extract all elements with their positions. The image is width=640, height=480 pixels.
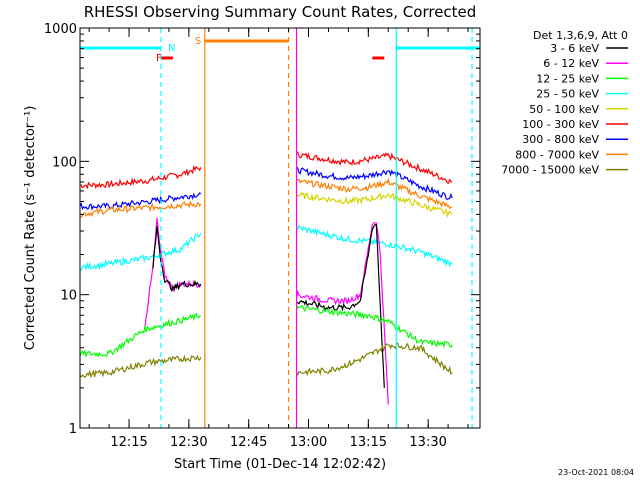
legend: Det 1,3,6,9, Att 0 3 - 6 keV 6 - 12 keV 12… [501,29,628,177]
x-tick-label: 12:45 [230,435,267,450]
flag-markers: NF S [80,28,480,428]
flag-label-s: S [195,36,201,47]
x-tick-label: 13:00 [290,435,327,450]
x-tick-label: 12:30 [170,435,207,450]
x-axis-label: Start Time (01-Dec-14 12:02:42) [174,457,386,472]
legend-label: 300 - 800 keV [522,133,599,146]
y-tick-label: 100 [52,155,77,170]
x-axis: 12:15 12:30 12:45 13:00 13:15 13:30 [88,28,469,450]
x-tick-label: 13:30 [409,435,446,450]
series-line-1-0 [79,192,202,212]
y-tick-label: 1 [69,422,77,437]
series-line-8-1 [296,342,453,377]
legend-label: 12 - 25 keV [536,72,599,85]
y-tick-label: 10 [60,289,77,304]
flag-label-n: N [168,43,175,54]
y-tick-label: 1000 [44,22,77,37]
legend-label: 800 - 7000 keV [515,148,599,161]
x-tick-label: 12:15 [110,435,147,450]
series-line-0-0 [79,164,202,190]
generated-timestamp: 23-Oct-2021 08:04 [558,468,634,477]
series-line-8-0 [79,354,202,379]
legend-label: 25 - 50 keV [536,88,599,101]
series-line-5-1 [296,222,389,405]
series-line-7-0 [79,312,202,358]
series-line-2-0 [79,200,202,218]
series-line-7-1 [296,305,453,349]
series-line-2-1 [296,177,453,210]
series-line-4-1 [296,224,453,268]
series-line-5-0 [144,217,202,327]
series-line-0-1 [296,151,453,184]
series-line-6-0 [152,226,202,293]
plot-lines [79,151,453,405]
legend-label: 6 - 12 keV [543,57,599,70]
y-axis-label: Corrected Count Rate (s⁻¹ detector⁻¹) [23,106,38,351]
chart-title: RHESSI Observing Summary Count Rates, Co… [84,3,477,21]
series-line-3-0 [296,191,453,218]
x-tick-label: 13:15 [350,435,387,450]
y-axis: 1 10 100 1000 [44,22,480,437]
flag-label-f: F [156,53,162,64]
legend-label: 50 - 100 keV [529,103,599,116]
legend-label: 100 - 300 keV [522,118,599,131]
legend-header: Det 1,3,6,9, Att 0 [533,29,628,42]
plot-frame [79,27,481,429]
series-line-4-0 [79,232,202,272]
series-line-6-1 [296,223,385,388]
legend-label: 7000 - 15000 keV [501,164,599,177]
series-line-1-1 [296,166,453,200]
legend-label: 3 - 6 keV [550,42,599,55]
